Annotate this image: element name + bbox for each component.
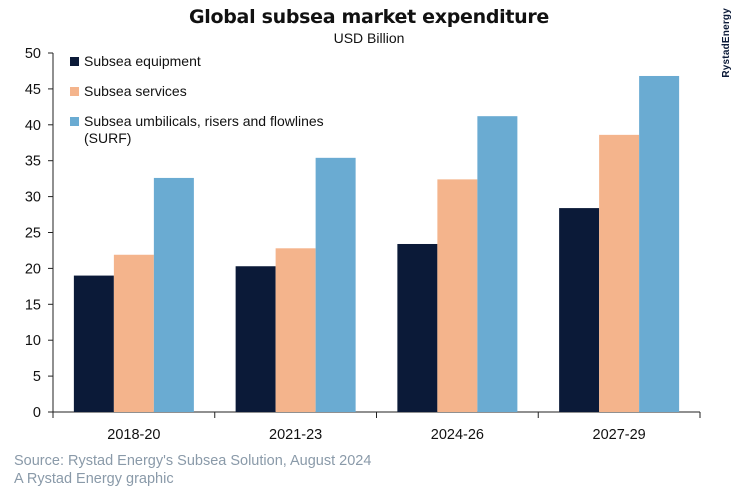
chart-subtitle: USD Billion bbox=[333, 30, 405, 46]
bar-1-2027-29 bbox=[559, 208, 600, 412]
y-tick-label: 10 bbox=[25, 333, 41, 349]
legend-swatch bbox=[70, 87, 79, 96]
x-category-label: 2018-20 bbox=[107, 427, 160, 443]
bar-3-2027-29 bbox=[639, 75, 680, 412]
y-tick-label: 20 bbox=[25, 261, 41, 277]
source-line: Source: Rystad Energy's Subsea Solution,… bbox=[14, 453, 372, 469]
y-tick-label: 45 bbox=[25, 82, 41, 98]
y-tick-label: 0 bbox=[33, 405, 41, 421]
y-tick-label: 35 bbox=[25, 154, 41, 170]
bar-2-2018-20 bbox=[113, 254, 154, 412]
y-tick-label: 50 bbox=[25, 46, 41, 62]
y-tick-label: 40 bbox=[25, 118, 41, 134]
bar-3-2018-20 bbox=[153, 177, 194, 412]
bar-1-2024-26 bbox=[397, 243, 438, 412]
y-axis: 0 5 10 15 20 25 30 35 40 45 50 bbox=[25, 46, 54, 421]
chart-title: Global subsea market expenditure bbox=[188, 6, 549, 28]
y-tick-label: 25 bbox=[25, 226, 41, 242]
source-note: Source: Rystad Energy's Subsea Solution,… bbox=[14, 452, 371, 488]
x-category-label: 2027-29 bbox=[593, 427, 646, 443]
y-tick-label: 15 bbox=[25, 297, 41, 313]
legend-label: Subsea services bbox=[84, 83, 187, 99]
bar-2-2027-29 bbox=[599, 134, 640, 413]
y-tick-label: 30 bbox=[25, 190, 41, 206]
y-tick-label: 5 bbox=[33, 369, 41, 385]
legend-swatch bbox=[70, 117, 79, 126]
credit-line: A Rystad Energy graphic bbox=[14, 471, 174, 487]
bar-3-2024-26 bbox=[477, 116, 518, 413]
legend-swatch bbox=[70, 57, 79, 66]
x-category-label: 2021-23 bbox=[269, 427, 322, 443]
bar-1-2021-23 bbox=[235, 266, 276, 412]
legend: Subsea equipment Subsea services Subsea um… bbox=[70, 53, 324, 146]
bar-3-2021-23 bbox=[315, 157, 356, 412]
bar-1-2018-20 bbox=[73, 275, 114, 412]
bar-2-2021-23 bbox=[275, 248, 316, 412]
legend-label: Subsea equipment bbox=[84, 53, 201, 69]
legend-label: Subsea umbilicals, risers and flowlines(… bbox=[84, 113, 324, 146]
bar-2-2024-26 bbox=[437, 179, 478, 412]
x-axis: 2018-20 2021-23 2024-26 2027-29 bbox=[52, 411, 701, 443]
x-category-label: 2024-26 bbox=[431, 427, 484, 443]
bars-group bbox=[73, 75, 680, 413]
bar-chart: 0 5 10 15 20 25 30 35 40 45 50 2018-20 2021-23 2024-… bbox=[25, 46, 701, 443]
